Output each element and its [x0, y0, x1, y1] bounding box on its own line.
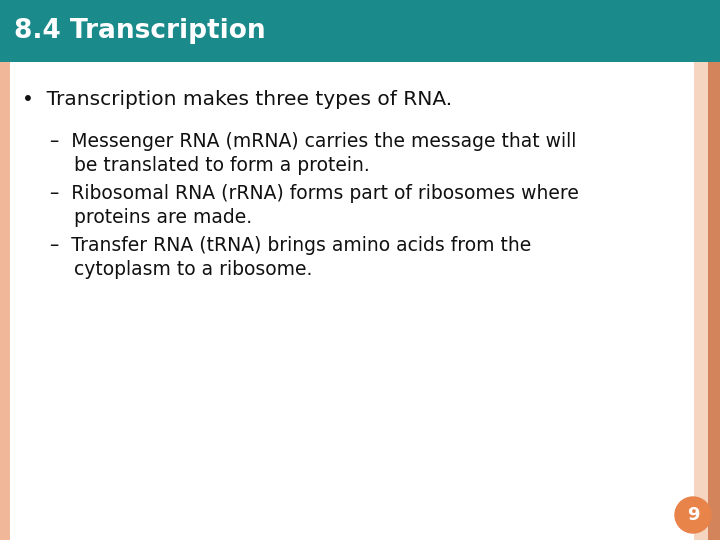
Text: –  Ribosomal RNA (rRNA) forms part of ribosomes where
    proteins are made.: – Ribosomal RNA (rRNA) forms part of rib… — [50, 184, 579, 227]
Text: –  Transfer RNA (tRNA) brings amino acids from the
    cytoplasm to a ribosome.: – Transfer RNA (tRNA) brings amino acids… — [50, 236, 531, 279]
Text: 8.4 Transcription: 8.4 Transcription — [14, 18, 266, 44]
Text: 9: 9 — [687, 506, 699, 524]
Circle shape — [675, 497, 711, 533]
Bar — [0, 62, 720, 540]
Text: •  Transcription makes three types of RNA.: • Transcription makes three types of RNA… — [22, 90, 452, 109]
Bar — [694, 62, 708, 540]
Bar — [10, 62, 694, 540]
Bar — [0, 62, 10, 540]
Text: –  Messenger RNA (mRNA) carries the message that will
    be translated to form : – Messenger RNA (mRNA) carries the messa… — [50, 132, 577, 176]
Bar — [0, 0, 720, 62]
Bar — [708, 62, 720, 540]
